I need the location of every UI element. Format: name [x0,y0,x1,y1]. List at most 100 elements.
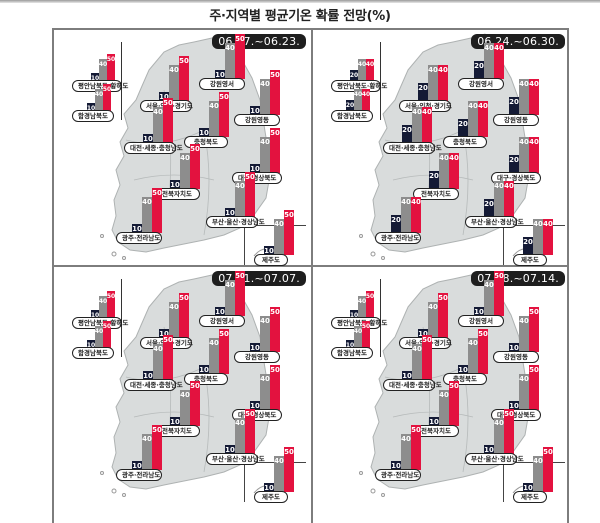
bar-below-normal: 10 [159,329,169,338]
region-label: 함경남북도 [331,110,373,122]
bar-normal: 40 [260,316,270,352]
bar-below-normal: 10 [250,401,260,410]
bar-below-normal: 10 [225,445,235,454]
bar-cluster: 10 40 50 [199,92,229,137]
region-bar-group: 10 40 50 강원영서 [199,267,245,327]
bar-normal: 40 [260,374,270,410]
region-label: 광주·전라남도 [116,232,162,244]
bar-cluster: 20 40 40 [350,59,374,81]
bar-above-normal: 50 [163,335,173,380]
region-label: 함경남북도 [331,347,373,359]
forecast-panel-3: 07.01.~07.07. 10 40 50 평안남북도·황해도 10 40 5… [54,267,310,503]
bar-below-normal: 20 [509,155,519,173]
region-bar-group: 20 40 40 강원영동 [493,56,539,126]
bar-cluster: 10 40 50 [132,188,162,233]
region-bar-group: 10 40 50 부산·울산·경상남도 [206,158,265,228]
bar-below-normal: 10 [170,417,180,426]
bar-normal: 40 [494,418,504,454]
region-bar-group: 10 40 50 제주도 [513,433,553,503]
bar-above-normal: 40 [362,89,370,111]
bar-below-normal: 10 [250,106,260,115]
bar-above-normal: 50 [190,144,200,189]
vertical-divider [311,28,313,523]
bar-normal: 40 [274,219,284,255]
region-bar-group: 20 40 40 광주·전라남도 [375,174,421,244]
forecast-panel-1: 06.17.~06.23. 10 40 50 평안남북도·황해도 10 40 5… [54,30,310,266]
bar-below-normal: 10 [143,134,153,143]
bar-above-normal: 50 [449,381,459,426]
bar-cluster: 10 40 50 [264,210,294,255]
bar-above-normal: 50 [219,329,229,374]
region-label: 강원영서 [458,78,504,90]
bar-cluster: 10 40 50 [170,381,200,426]
bar-above-normal: 50 [219,92,229,137]
top-edge [0,0,600,3]
region-bar-group: 10 40 50 전북자치도 [154,367,200,437]
bar-cluster: 10 40 50 [391,425,421,470]
bar-below-normal: 10 [418,329,428,338]
region-bar-group: 10 40 50 강원영동 [234,293,280,363]
region-label: 대전·세종·충청남도 [383,142,442,154]
bar-cluster: 10 40 50 [264,447,294,492]
region-bar-group: 10 40 50 제주도 [254,433,294,503]
region-bar-group: 10 40 50 전북자치도 [154,130,200,200]
bar-normal: 40 [468,338,478,374]
region-label: 제주도 [513,491,547,503]
bar-cluster: 10 40 50 [225,172,255,217]
bar-cluster: 10 40 50 [170,144,200,189]
region-label: 대전·세종·충청남도 [124,379,183,391]
region-label: 부산·울산·경상남도 [206,216,265,228]
bar-above-normal: 40 [529,79,539,115]
bar-below-normal: 20 [458,119,468,137]
bar-cluster: 10 40 50 [215,34,245,79]
region-label: 부산·울산·경상남도 [465,453,524,465]
region-label: 강원영동 [234,351,280,363]
bar-cluster: 10 40 50 [159,293,189,338]
bar-below-normal: 10 [86,103,96,112]
bar-normal: 40 [169,65,179,101]
region-label: 부산·울산·경상남도 [206,453,265,465]
bar-below-normal: 10 [349,310,359,319]
region-label: 광주·전라남도 [116,469,162,481]
bar-cluster: 10 40 50 [346,320,370,349]
bar-above-normal: 50 [270,307,280,352]
bar-cluster: 10 40 50 [509,365,539,410]
region-bar-group: 10 40 50 충청북도 [184,78,229,148]
bar-above-normal: 50 [235,34,245,79]
bar-above-normal: 50 [284,447,294,492]
region-label: 광주·전라남도 [375,232,421,244]
bar-normal: 40 [354,326,362,348]
bar-cluster: 20 40 40 [346,89,370,111]
bar-above-normal: 50 [529,307,539,352]
bar-above-normal: 40 [411,197,421,233]
bar-normal: 40 [401,434,411,470]
bar-cluster: 10 40 50 [199,329,229,374]
bar-normal: 40 [225,43,235,79]
bar-normal: 40 [484,43,494,79]
bar-above-normal: 40 [543,219,553,255]
bar-normal: 40 [142,434,152,470]
bar-cluster: 10 40 50 [250,307,280,352]
bar-normal: 40 [533,456,543,492]
bar-below-normal: 10 [199,128,209,137]
region-bar-group: 20 40 40 강원영서 [458,30,504,90]
bar-normal: 40 [95,89,103,111]
bar-cluster: 10 40 50 [402,335,432,380]
bar-cluster: 10 40 50 [86,83,111,112]
region-bar-group: 10 40 50 광주·전라남도 [116,174,162,244]
bar-below-normal: 10 [143,371,153,380]
bar-normal: 40 [439,390,449,426]
bar-above-normal: 50 [362,320,370,348]
bar-below-normal: 10 [132,461,142,470]
bar-normal: 40 [519,374,529,410]
bar-below-normal: 20 [345,100,355,111]
region-bar-group: 20 40 40 제주도 [513,196,553,266]
region-bar-group: 10 40 50 강원영서 [458,267,504,327]
bar-above-normal: 50 [270,128,280,173]
bar-below-normal: 10 [509,343,519,352]
bar-cluster: 20 40 40 [509,79,539,115]
region-bar-group: 10 40 50 함경남북도 [72,52,114,122]
bar-below-normal: 10 [474,307,484,316]
bar-cluster: 20 40 40 [418,65,448,101]
bar-cluster: 10 40 50 [225,409,255,454]
